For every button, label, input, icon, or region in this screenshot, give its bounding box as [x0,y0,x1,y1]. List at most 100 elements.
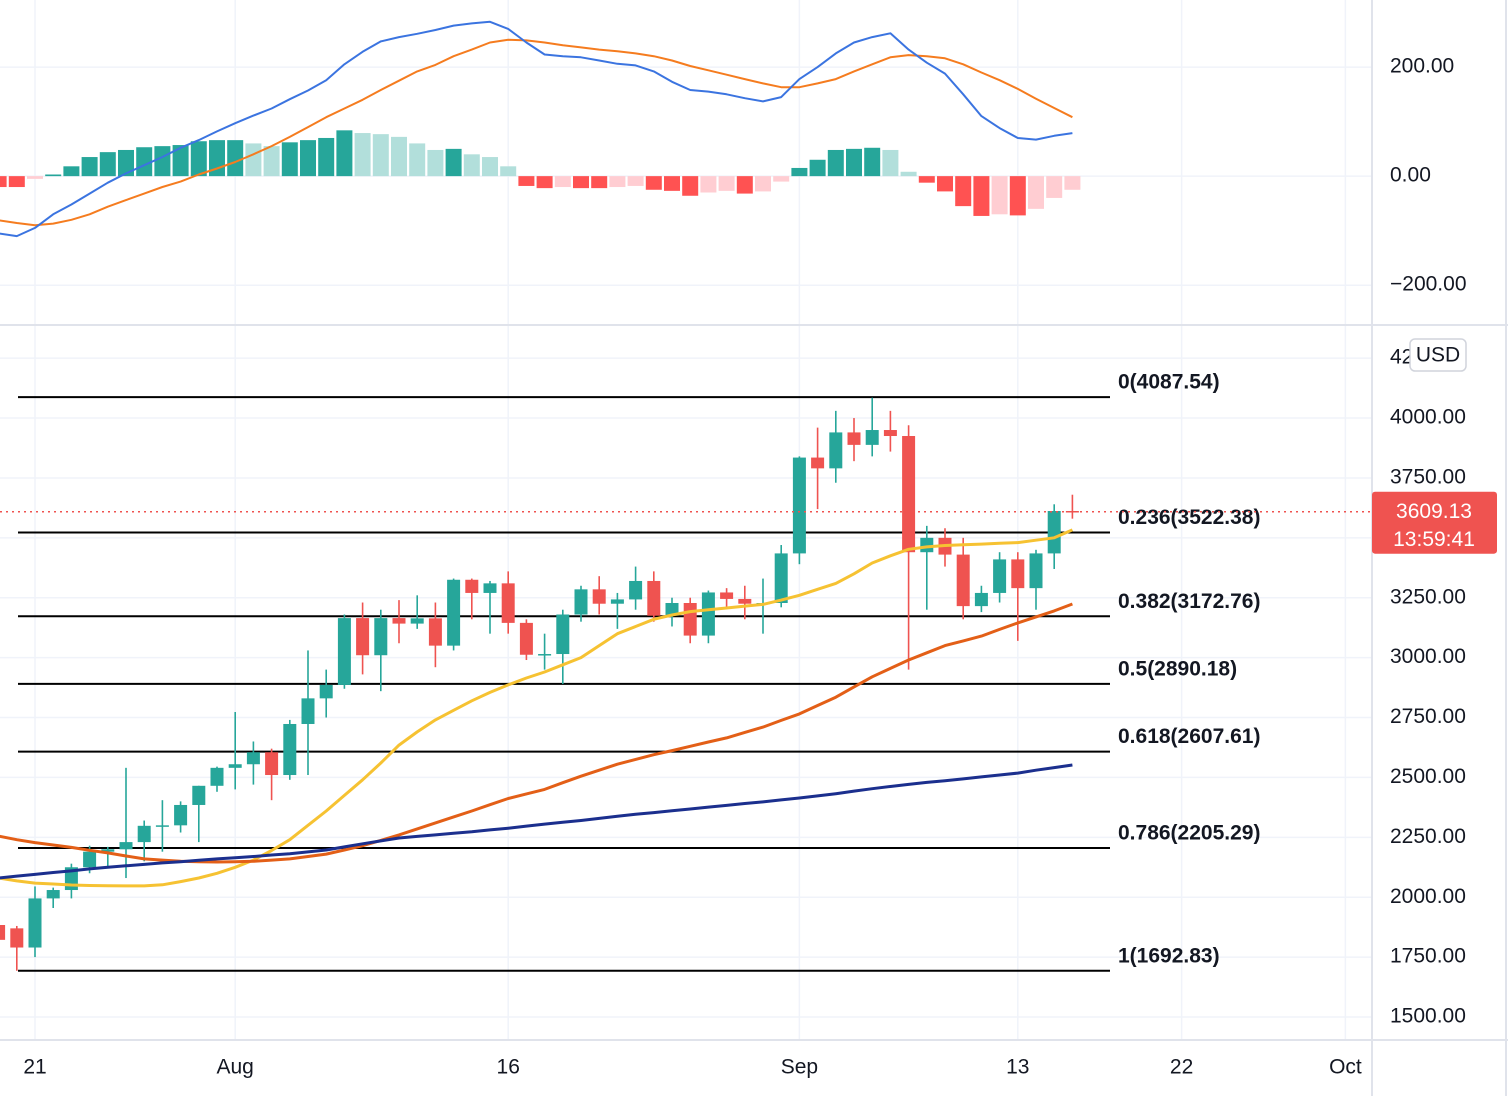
histogram-bar [918,176,935,183]
candle-body [119,842,133,850]
histogram-bar [1064,176,1081,190]
histogram-bar [864,147,881,177]
fib-label: 0.5(2890.18) [1118,657,1237,680]
histogram-bar [664,176,680,191]
candle-body [83,851,97,868]
countdown-label: 13:59:41 [1393,528,1475,551]
axes: −200.00 0.00 200.00 1500.00 1750.00 2000.00 22… [23,55,1497,1079]
histogram-bar [482,157,498,177]
histogram-bar [227,140,244,177]
histogram-bar [27,176,43,179]
histogram-bar [245,143,262,177]
candle-body [1029,553,1043,589]
histogram-bar [973,176,990,216]
fib-label: 0.618(2607.61) [1118,725,1260,748]
histogram-bar [136,147,153,177]
x-tick-label: Oct [1329,1056,1362,1079]
y-tick-label: 3250.00 [1390,585,1466,608]
candle-body [374,618,388,656]
histogram-bar [99,152,116,177]
histogram-bar [336,130,353,177]
candle-body [410,618,424,624]
histogram-bar [8,176,25,188]
candle-body [210,767,224,786]
histogram-bar [937,176,953,192]
histogram-bar [263,146,280,177]
y-tick-label: 4000.00 [1390,406,1466,429]
histogram-bar [318,137,335,177]
signal-line [0,38,1073,227]
histogram-bar [955,176,972,207]
candle-body [428,618,442,646]
histogram-bar [573,176,589,189]
candle-body [28,898,42,948]
candle-body [319,684,333,699]
y-tick-label: 2250.00 [1390,825,1466,848]
candle-body [956,554,970,607]
x-tick-label: 21 [23,1056,46,1079]
candle-body [647,580,661,616]
candle-body [337,618,351,685]
y-tick-label: 2750.00 [1390,705,1466,728]
candle-body [829,432,843,469]
candle-body [101,849,115,852]
histogram-bar [445,148,462,177]
candle-body [301,698,315,724]
histogram-bar [281,142,298,177]
y-tick-label: −200.00 [1390,273,1467,296]
histogram-bar [627,176,644,186]
y-tick-label: 2500.00 [1390,765,1466,788]
histogram-bar [609,176,626,188]
histogram-bar [409,143,426,177]
candle-body [538,654,552,656]
candle-body [0,925,6,940]
candle-body [683,603,697,636]
histogram-bar [791,167,808,177]
y-tick-label: 3750.00 [1390,465,1466,488]
candle-body [883,430,897,437]
candle-body [738,598,752,604]
candle-body [46,890,60,899]
histogram-bar [536,176,553,189]
histogram-bar [718,176,735,191]
candle-body [592,589,606,604]
histogram-bar [0,176,7,188]
candle-body [902,436,916,553]
candle-body [629,580,643,600]
y-tick-label: 200.00 [1390,55,1454,78]
candle-body [10,928,24,948]
currency-badge [1409,338,1467,372]
histogram-bar [736,176,753,194]
candle-body [246,752,260,765]
candle-body [865,430,879,445]
candle-body [174,804,188,826]
histogram-bar [1009,176,1026,216]
x-tick-label: 22 [1170,1056,1193,1079]
candle-body [483,583,497,593]
last-price-label: 3609.13 [1396,500,1472,523]
histogram-bar [463,154,480,177]
histogram-bar [591,176,608,189]
x-tick-label: 16 [497,1056,520,1079]
candle-body [501,583,515,623]
x-tick-label: 13 [1006,1056,1029,1079]
histogram-bar [846,148,862,177]
x-tick-label: Sep [781,1056,818,1079]
candle-body [265,752,279,776]
candle-body [720,592,734,599]
y-tick-label: 2000.00 [1390,885,1466,908]
histogram-bar [427,149,444,177]
candle-body [447,579,461,646]
grid [0,0,1372,1040]
histogram-bar [45,174,62,177]
candle-body [465,579,479,593]
histogram-bar [300,140,316,177]
candle-body [774,553,788,603]
histogram-bar [1028,176,1044,209]
histogram-bar [645,176,662,190]
candle-body [665,603,679,616]
candle-body [192,785,206,805]
histogram-bar [900,171,917,177]
